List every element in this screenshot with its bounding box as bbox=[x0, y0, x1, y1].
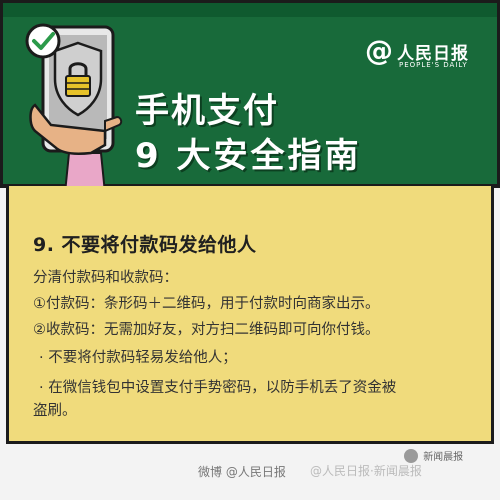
tip-line: ②收款码：无需加好友，对方扫二维码即可向你付钱。 bbox=[33, 318, 380, 339]
header-banner: @ 人民日报 PEOPLE'S DAILY 手机支付 9 大安全指南 bbox=[0, 0, 500, 188]
check-circle-icon bbox=[27, 25, 59, 57]
weibo-tag: 微博 @人民日报 bbox=[198, 463, 286, 480]
phone-shield-illustration bbox=[21, 13, 131, 193]
watermark-overlay: @人民日报·新闻晨报 bbox=[310, 462, 422, 479]
tip-line: 分清付款码和收款码： bbox=[33, 266, 178, 287]
brand-at-symbol: @ bbox=[365, 37, 393, 65]
title-line-1: 手机支付 bbox=[135, 89, 362, 133]
news-logo-icon bbox=[404, 449, 418, 463]
tip-bullet: · 在微信钱包中设置支付手势密码，以防手机丢了资金被 bbox=[39, 376, 396, 397]
tip-heading: 9. 不要将付款码发给他人 bbox=[33, 230, 257, 257]
brand-english: PEOPLE'S DAILY bbox=[399, 61, 468, 69]
brand-name: 人民日报 bbox=[397, 39, 469, 64]
news-badge-label: 新闻晨报 bbox=[423, 452, 463, 463]
content-panel: 9. 不要将付款码发给他人 分清付款码和收款码： ①付款码：条形码＋二维码，用于… bbox=[6, 186, 494, 444]
page-title: 手机支付 9 大安全指南 bbox=[135, 89, 362, 179]
brand-logo: @ 人民日报 PEOPLE'S DAILY bbox=[365, 37, 469, 69]
tip-bullet: · 不要将付款码轻易发给他人； bbox=[39, 346, 237, 367]
tip-line: 盗刷。 bbox=[33, 399, 77, 420]
title-line-2: 9 大安全指南 bbox=[135, 133, 362, 179]
news-badge: 新闻晨报 bbox=[404, 448, 463, 463]
tip-line: ①付款码：条形码＋二维码，用于付款时向商家出示。 bbox=[33, 292, 380, 313]
lock-icon bbox=[66, 76, 90, 96]
